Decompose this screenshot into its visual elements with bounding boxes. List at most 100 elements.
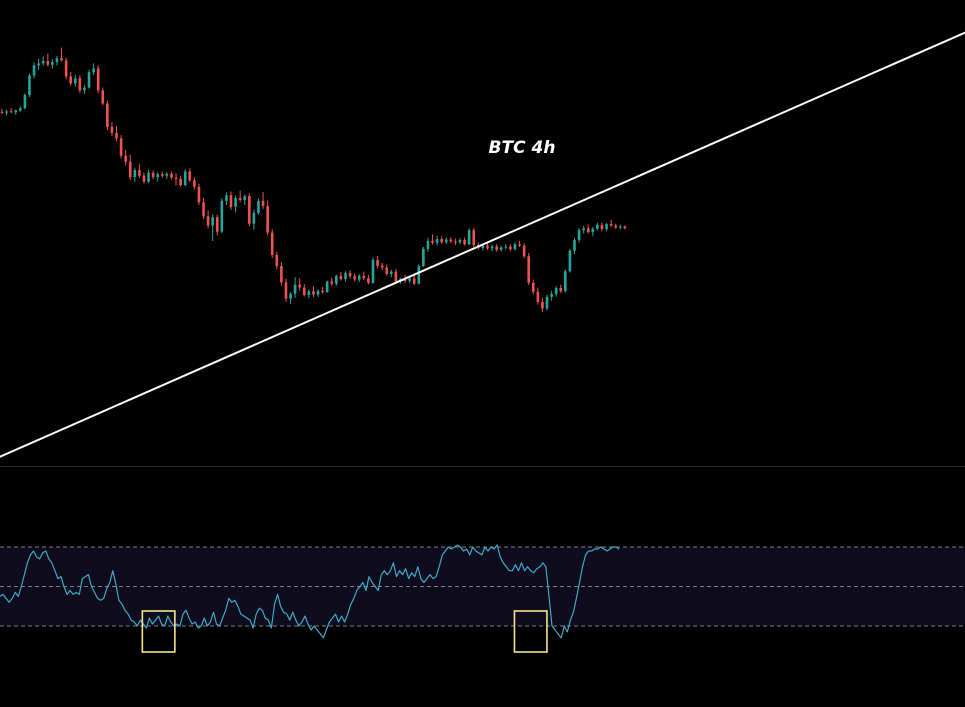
candle-body <box>37 63 40 66</box>
candle-body <box>243 196 247 200</box>
candle-body <box>490 246 494 249</box>
candle <box>531 279 535 295</box>
candle-body <box>385 267 389 275</box>
candle <box>275 251 279 270</box>
candle-body <box>605 224 608 230</box>
candle-body <box>78 78 82 91</box>
candle-body <box>408 278 411 281</box>
candle-body <box>289 293 292 299</box>
candle <box>371 257 375 284</box>
candle <box>596 222 599 231</box>
candle-body <box>591 228 595 233</box>
candle-body <box>527 256 530 283</box>
candle <box>408 276 411 284</box>
candle-body <box>435 239 439 243</box>
candle-body <box>124 155 127 162</box>
candle-body <box>344 273 347 280</box>
candle <box>619 224 622 230</box>
candle <box>106 100 109 131</box>
candle-body <box>564 271 567 292</box>
candle-body <box>14 110 18 113</box>
candle <box>472 227 476 247</box>
candle <box>600 222 604 232</box>
candle <box>55 55 59 66</box>
candle <box>174 173 178 186</box>
candle-body <box>371 260 375 283</box>
candle <box>339 272 343 281</box>
candle-body <box>518 244 521 246</box>
candle-body <box>9 111 13 113</box>
candle-body <box>619 226 622 228</box>
candle-body <box>106 103 109 127</box>
candle <box>252 209 256 230</box>
candle-body <box>229 195 233 207</box>
candle-body <box>302 287 306 295</box>
oversold-highlight-box <box>513 610 548 653</box>
candle-body <box>325 281 329 293</box>
candle <box>41 56 45 66</box>
oversold-highlight-box <box>141 610 176 653</box>
candle <box>151 170 155 180</box>
candle <box>138 164 141 179</box>
candle-body <box>110 126 114 133</box>
candle-body <box>179 178 182 186</box>
candle <box>142 172 146 184</box>
candle-body <box>197 186 201 203</box>
oscillator-band <box>0 547 965 626</box>
candle <box>550 290 553 301</box>
candle-body <box>550 294 553 297</box>
candle <box>426 237 430 252</box>
candle <box>390 269 393 278</box>
candle <box>454 238 457 246</box>
candle <box>19 106 22 112</box>
candle <box>9 108 13 113</box>
candle-body <box>454 241 457 243</box>
candle-body <box>559 287 563 292</box>
candle <box>243 194 247 206</box>
candle-body <box>174 177 178 179</box>
candle <box>307 289 311 299</box>
candle <box>179 175 182 187</box>
candle <box>357 274 361 282</box>
candle-body <box>522 245 526 257</box>
candle-body <box>270 232 274 255</box>
candle <box>202 198 205 220</box>
candle <box>591 226 595 237</box>
candle <box>348 270 352 279</box>
candle <box>554 286 558 297</box>
candle <box>335 274 338 286</box>
candle <box>284 278 288 302</box>
candle <box>69 71 72 86</box>
candle <box>23 93 27 110</box>
candle <box>248 193 251 227</box>
candle-body <box>486 245 489 249</box>
candle <box>559 284 563 294</box>
candle <box>463 237 466 246</box>
candle <box>385 264 389 276</box>
candle <box>344 271 347 282</box>
candle <box>435 235 439 246</box>
candle-body <box>206 216 210 226</box>
candle <box>110 122 114 137</box>
candle <box>83 84 86 95</box>
candle-body <box>275 254 279 267</box>
candle <box>564 269 567 293</box>
candle-body <box>376 260 379 266</box>
candle <box>280 261 283 286</box>
candle-body <box>257 200 260 213</box>
candle <box>14 109 18 115</box>
candle-body <box>339 275 343 280</box>
candle <box>422 246 425 268</box>
candle <box>92 63 95 76</box>
candle <box>206 210 210 229</box>
candle-body <box>293 284 297 294</box>
candle-body <box>55 58 59 62</box>
candle-body <box>32 65 36 76</box>
candle-body <box>335 275 338 284</box>
candlestick-series <box>0 47 627 313</box>
candle-body <box>307 291 311 295</box>
candle-body <box>238 198 242 200</box>
candle <box>193 177 196 190</box>
candle-body <box>513 244 517 250</box>
candle-body <box>23 95 27 109</box>
